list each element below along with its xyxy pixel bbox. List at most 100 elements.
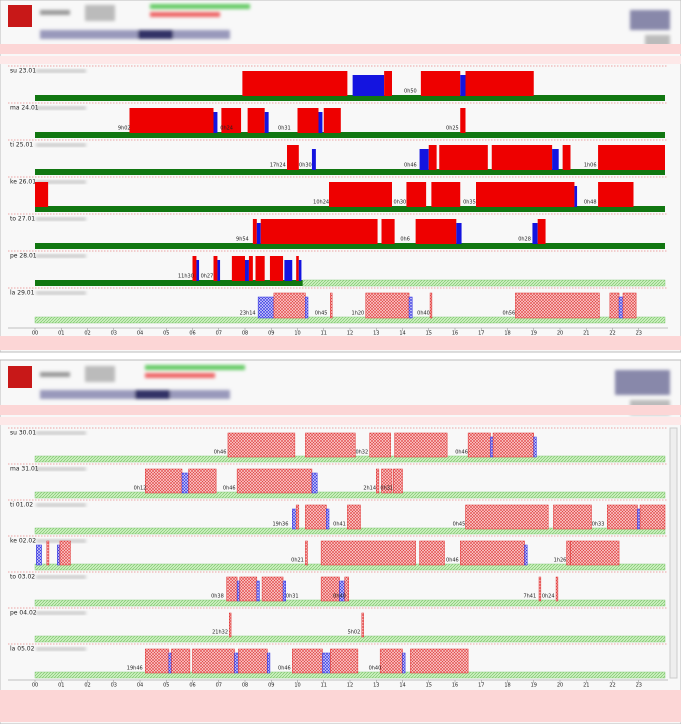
work-block <box>256 580 260 602</box>
work-block <box>245 260 249 281</box>
hour-label: 19 <box>531 331 537 337</box>
hour-label: 21 <box>583 683 589 689</box>
hour-label: 18 <box>504 331 510 337</box>
hour-label: 00 <box>32 331 38 337</box>
hour-label: 12 <box>347 331 353 337</box>
duration-label: 0h50 <box>404 89 417 95</box>
driving-block <box>192 648 235 674</box>
hour-label: 16 <box>452 683 458 689</box>
hour-label: 22 <box>609 331 615 337</box>
driving-block <box>460 540 525 566</box>
duration-label: 0h46 <box>455 450 468 456</box>
work-block <box>524 544 528 566</box>
work-block <box>264 112 269 133</box>
duration-label: 19h46 <box>127 666 143 672</box>
driving-block <box>431 182 461 207</box>
duration-label: 0h45 <box>453 522 466 528</box>
hour-label: 08 <box>242 683 248 689</box>
row-label: la 05.02 <box>10 646 35 653</box>
duration-label: 10h24 <box>313 200 329 206</box>
scrollbar[interactable] <box>669 427 678 679</box>
driving-block <box>381 468 393 494</box>
duration-label: 0h28 <box>518 237 531 243</box>
driving-block <box>393 468 403 494</box>
row-label-bg <box>36 69 86 73</box>
driving-block <box>420 71 461 96</box>
hour-label: 15 <box>426 331 432 337</box>
driving-block <box>269 256 284 281</box>
duration-label: 0h46 <box>214 450 227 456</box>
duration-label: 1h06 <box>584 163 597 169</box>
driving-block <box>236 468 313 494</box>
driving-block <box>231 256 245 281</box>
work-block <box>456 223 462 244</box>
row-label: to 27.01 <box>10 216 35 223</box>
hour-label: 04 <box>137 331 143 337</box>
actual-baseline <box>35 169 665 175</box>
driving-block <box>365 292 410 319</box>
planned-baseline <box>34 635 666 643</box>
driving-block <box>570 540 620 566</box>
hour-label: 09 <box>268 331 274 337</box>
hour-label: 09 <box>268 683 274 689</box>
work-block <box>311 149 316 170</box>
duration-label: 0h46 <box>404 163 417 169</box>
driving-block <box>428 145 437 170</box>
duration-label: 0h33 <box>592 522 605 528</box>
duration-label: 0h24 <box>542 594 555 600</box>
hour-label: 05 <box>163 683 169 689</box>
driving-block <box>384 71 392 96</box>
duration-label: 0h21 <box>291 558 304 564</box>
driving-block <box>35 182 49 207</box>
duration-label: 17h24 <box>270 163 286 169</box>
planned-baseline <box>34 599 666 607</box>
driving-block <box>562 145 571 170</box>
hour-label: 07 <box>216 331 222 337</box>
duration-label: 0h46 <box>223 486 236 492</box>
duration-label: 0h45 <box>315 311 328 317</box>
row-label-bg <box>36 254 86 258</box>
driving-block <box>255 256 265 281</box>
work-block <box>419 149 429 170</box>
driving-block <box>439 145 488 170</box>
hour-label: 17 <box>478 331 484 337</box>
actual-baseline <box>35 206 665 212</box>
duration-label: 7h41 <box>523 594 536 600</box>
driving-block <box>410 648 469 674</box>
driving-block <box>287 145 299 170</box>
driving-block <box>305 432 356 458</box>
row-label: to 03.02 <box>10 574 35 581</box>
hour-label: 01 <box>58 683 64 689</box>
duration-label: 0h30 <box>394 200 407 206</box>
duration-label: 0h40 <box>333 594 346 600</box>
driving-block <box>369 432 391 458</box>
driving-block <box>247 108 265 133</box>
row-label-bg <box>36 575 86 579</box>
hour-label: 21 <box>583 331 589 337</box>
row-label: su 30.01 <box>10 430 36 437</box>
work-block <box>532 223 538 244</box>
driving-block <box>252 219 257 244</box>
work-block <box>318 112 323 133</box>
driving-block <box>555 576 559 602</box>
work-block <box>408 296 413 319</box>
hour-label: 13 <box>373 331 379 337</box>
duration-label: 0h48 <box>584 200 597 206</box>
duration-label: 9h02 <box>118 126 131 132</box>
row-label-bg <box>36 143 86 147</box>
work-block <box>257 296 275 319</box>
driving-block <box>467 432 491 458</box>
work-block <box>36 544 42 566</box>
driving-block <box>476 182 575 207</box>
driving-block <box>361 612 364 638</box>
driving-block <box>491 145 553 170</box>
driving-block <box>566 540 571 566</box>
driving-block <box>492 432 534 458</box>
hour-label: 02 <box>84 331 90 337</box>
driving-block <box>59 540 71 566</box>
duration-label: 0h25 <box>446 126 459 132</box>
driving-block <box>598 145 665 170</box>
duration-label: 5h02 <box>348 630 361 636</box>
hour-label: 17 <box>478 683 484 689</box>
driving-block <box>415 219 457 244</box>
